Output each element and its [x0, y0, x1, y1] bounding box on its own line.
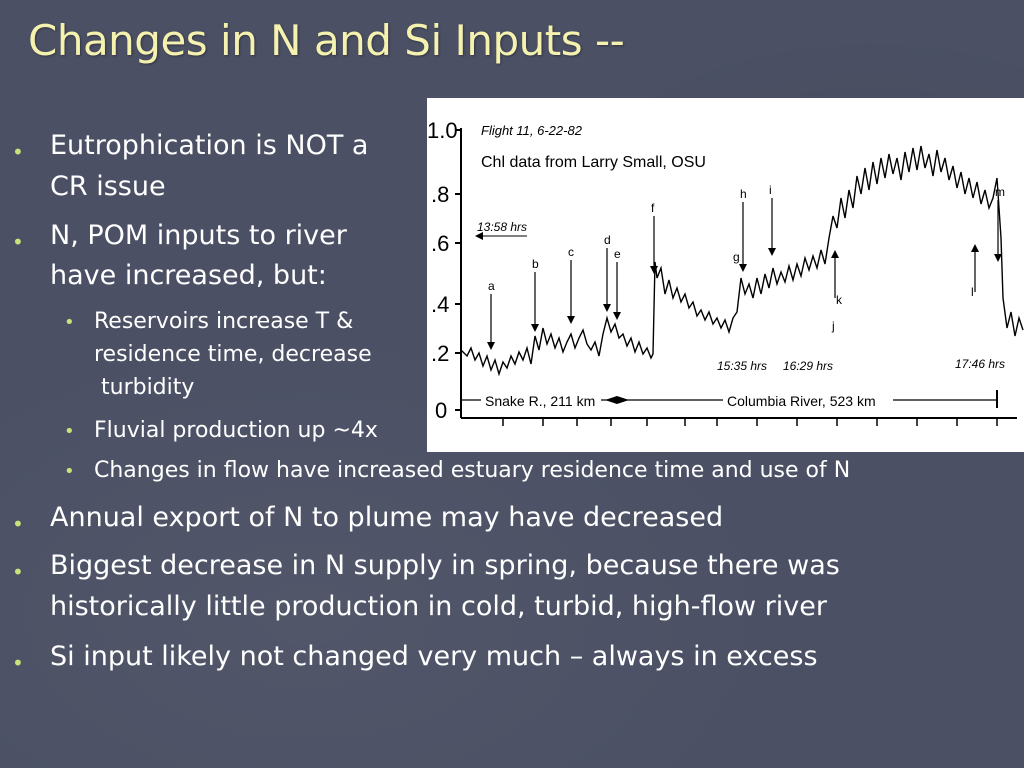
bullet-text: have increased, but:: [50, 260, 327, 291]
marker-label: m: [995, 185, 1005, 199]
bullet-glyph: •: [12, 651, 24, 675]
marker-label: e: [614, 247, 621, 261]
marker-label: f: [651, 201, 655, 215]
marker-label: c: [568, 245, 574, 259]
sub-bullet-glyph: •: [64, 312, 75, 333]
bullet-glyph: •: [12, 230, 24, 254]
time-label: 16:29 hrs: [783, 359, 833, 373]
sub-bullet-text: Reservoirs increase T &: [94, 309, 354, 334]
sub-bullet-text: Changes in flow have increased estuary r…: [94, 458, 851, 483]
y-tick-label: .2: [431, 341, 449, 366]
bullet-text: Biggest decrease in N supply in spring, …: [50, 550, 840, 581]
chlorophyll-trace-image: 1.0 .8 .6 .4 .2 0 Flight 11, 6-22-82 13:…: [427, 118, 1024, 426]
time-label: 15:35 hrs: [717, 359, 767, 373]
y-tick-label: .4: [431, 292, 449, 317]
bullet-text: historically little production in cold, …: [50, 591, 827, 622]
marker-label: h: [740, 187, 747, 201]
y-tick-label: .6: [431, 231, 449, 256]
chlorophyll-trace: [460, 145, 1024, 377]
bullet-text: Annual export of N to plume may have dec…: [50, 502, 724, 533]
segment-label: Snake R., 211 km: [485, 393, 595, 409]
sub-bullet-text: residence time, decrease: [94, 342, 372, 367]
bullet-text: N, POM inputs to river: [50, 220, 347, 251]
sub-bullet-text: turbidity: [94, 375, 195, 400]
marker-label: l: [971, 285, 974, 299]
sub-bullet-glyph: •: [64, 461, 75, 482]
segment-label: Columbia River, 523 km: [727, 393, 876, 409]
bullet-text: Eutrophication is NOT a: [50, 130, 369, 161]
bullet-glyph: •: [12, 140, 24, 164]
bullet-glyph: •: [12, 560, 24, 584]
marker-label: i: [769, 183, 772, 197]
figure-credit: Chl data from Larry Small, OSU: [481, 154, 706, 171]
marker-label: g: [733, 250, 740, 264]
y-tick-label: 1.0: [427, 118, 458, 143]
sub-bullet-glyph: •: [64, 421, 75, 442]
bullet-text: CR issue: [50, 171, 166, 202]
bullet-text: Si input likely not changed very much – …: [50, 641, 818, 672]
slide-title: Changes in N and Si Inputs --: [28, 16, 625, 65]
chlorophyll-figure: 1.0 .8 .6 .4 .2 0 Flight 11, 6-22-82 13:…: [427, 98, 1024, 452]
time-label: 17:46 hrs: [955, 357, 1005, 371]
sub-bullet-text: Fluvial production up ~4x: [94, 418, 378, 443]
marker-label: k: [836, 293, 843, 307]
flight-label: Flight 11, 6-22-82: [481, 123, 583, 138]
marker-label: d: [604, 233, 611, 247]
time-label: 13:58 hrs: [477, 220, 527, 234]
marker-label: a: [488, 279, 495, 293]
bullet-glyph: •: [12, 512, 24, 536]
y-tick-label: .8: [431, 182, 449, 207]
marker-label: b: [532, 257, 539, 271]
y-tick-label: 0: [435, 398, 447, 423]
marker-label: j: [831, 319, 835, 333]
